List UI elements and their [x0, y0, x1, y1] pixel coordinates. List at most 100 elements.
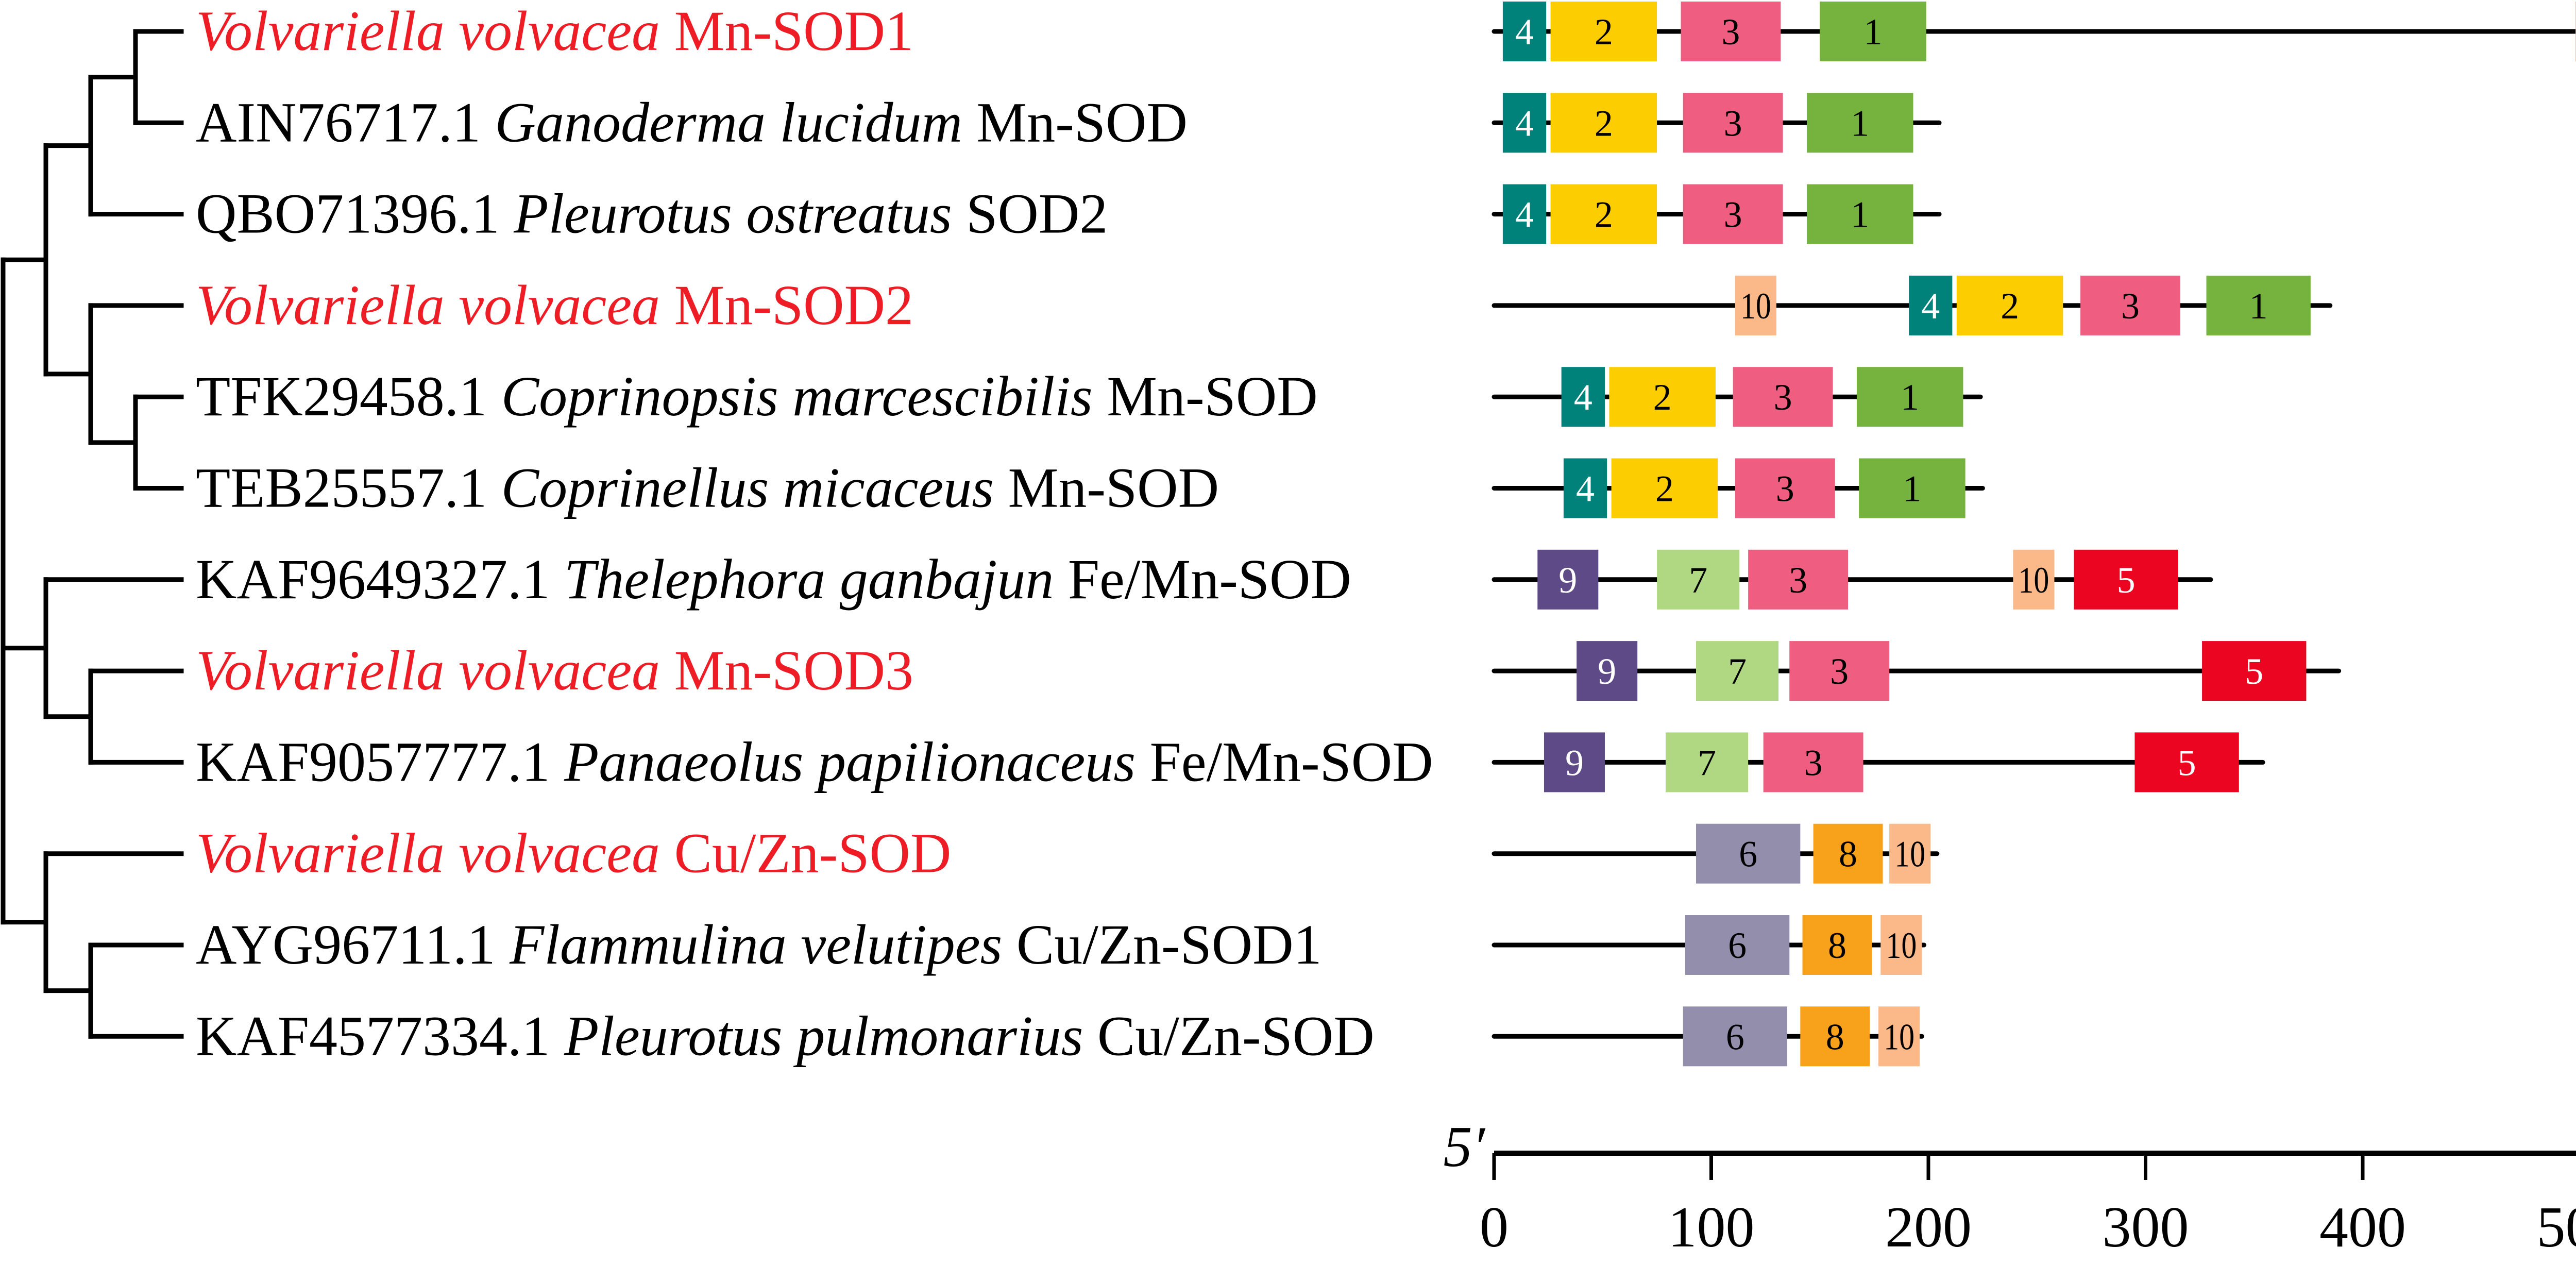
motif-box-2: [1609, 367, 1716, 427]
motif-box-label: 10: [1740, 285, 1771, 327]
motif-box-6: [1683, 1006, 1788, 1067]
motif-box-7: [1696, 641, 1779, 701]
motif-box-label: 3: [1724, 194, 1742, 235]
protein-name: Cu/Zn-SOD: [660, 822, 951, 885]
motif-box-5: [2202, 641, 2307, 701]
motif-box-3: [1681, 2, 1781, 61]
motif-box-5: [2134, 732, 2239, 792]
motif-box-label: 2: [1595, 103, 1613, 144]
motif-box-label: 1: [1903, 468, 1921, 510]
species-name: Volvariella volvacea: [196, 274, 660, 336]
motif-box-label: 1: [1851, 194, 1869, 235]
axis-tick-label: 200: [1885, 1195, 1972, 1259]
motif-box-2: [1956, 275, 2063, 335]
motif-box-10: [1878, 1006, 1920, 1067]
motif-box-label: 3: [1789, 560, 1807, 601]
sequence-labels: Volvariella volvacea Mn-SOD1 AIN76717.1 G…: [196, 0, 1433, 1067]
motif-box-3: [2080, 275, 2180, 335]
accession-id: TEB25557.1: [196, 457, 501, 519]
motif-box-3: [1789, 641, 1890, 701]
motif-box-2: [1550, 184, 1657, 244]
motif-box-label: 10: [1894, 834, 1925, 875]
accession-id: KAF9649327.1: [196, 548, 564, 611]
motif-box-7: [1665, 732, 1749, 792]
motif-box-4: [1563, 458, 1607, 518]
protein-name: Mn-SOD3: [660, 639, 913, 702]
axis-tick-label: 500: [2537, 1195, 2576, 1259]
motif-track: 6 8 10: [1492, 823, 1940, 884]
accession-id: KAF9057777.1: [196, 730, 564, 793]
motif-box-3: [1733, 367, 1833, 427]
motif-box-label: 2: [1595, 11, 1613, 53]
motif-box-8: [1813, 823, 1883, 884]
motif-box-4: [1502, 93, 1547, 153]
motif-box-1: [1806, 93, 1913, 153]
protein-name: Cu/Zn-SOD1: [1002, 913, 1321, 976]
species-name: Volvariella volvacea: [196, 639, 660, 702]
species-name: Volvariella volvacea: [196, 0, 660, 62]
motif-box-2: [1611, 458, 1718, 518]
motif-box-label: 7: [1689, 560, 1707, 601]
species-name: Ganoderma lucidum: [495, 91, 962, 154]
species-name: Coprinellus micaceus: [501, 457, 994, 519]
motif-box-label: 7: [1728, 651, 1747, 692]
motif-box-1: [1820, 2, 1926, 61]
motif-box-label: 5: [2117, 560, 2136, 601]
species-name: Volvariella volvacea: [196, 822, 660, 885]
motif-box-label: 4: [1576, 468, 1595, 510]
species-name: Coprinopsis marcescibilis: [501, 365, 1093, 428]
motif-box-label: 1: [1901, 377, 1919, 418]
motif-box-3: [1735, 458, 1835, 518]
motif-box-label: 5: [2178, 742, 2196, 783]
motif-track: 10 4 2 3 1: [1492, 275, 2333, 335]
motif-box-8: [1800, 1006, 1870, 1067]
motif-box-3: [1763, 732, 1863, 792]
motif-box-1: [1806, 184, 1913, 244]
motif-box-4: [1909, 275, 1953, 335]
motif-box-label: 6: [1739, 834, 1757, 875]
sequence-label: KAF9649327.1 Thelephora ganbajun Fe/Mn-S…: [196, 548, 1351, 611]
motif-box-label: 3: [1830, 651, 1849, 692]
motif-box-5: [2074, 549, 2178, 610]
motif-box-label: 1: [2249, 285, 2268, 327]
motif-box-2: [1550, 93, 1657, 153]
sequence-label: QBO71396.1 Pleurotus ostreatus SOD2: [196, 182, 1108, 245]
motif-box-label: 2: [2001, 285, 2019, 327]
protein-name: Cu/Zn-SOD: [1083, 1004, 1374, 1067]
motif-track: 9 7 3 5: [1492, 732, 2265, 792]
protein-name: Fe/Mn-SOD: [1136, 730, 1433, 793]
motif-box-label: 3: [1804, 742, 1823, 783]
motif-box-label: 4: [1921, 285, 1940, 327]
axis-start-label: 5′: [1444, 1115, 1486, 1179]
motif-box-label: 6: [1726, 1016, 1744, 1057]
motif-box-1: [1856, 367, 1963, 427]
motif-box-2: [1550, 2, 1657, 61]
phylogenetic-tree: [1, 29, 184, 1039]
species-name: Pleurotus pulmonarius: [564, 1004, 1083, 1067]
motif-box-8: [1802, 915, 1872, 975]
motif-box-label: 2: [1595, 194, 1613, 235]
protein-name: Fe/Mn-SOD: [1054, 548, 1351, 611]
motif-box-4: [1502, 184, 1547, 244]
species-name: Panaeolus papilionaceus: [564, 730, 1136, 793]
protein-name: Mn-SOD1: [660, 0, 913, 62]
motif-box-label: 10: [1884, 1016, 1914, 1057]
length-axis: 5′ 3′ 0100200300400500600: [1444, 1115, 2576, 1259]
motif-box-label: 9: [1565, 742, 1584, 783]
motif-box-1: [1859, 458, 1965, 518]
sequence-label: TEB25557.1 Coprinellus micaceus Mn-SOD: [196, 457, 1219, 519]
motif-box-9: [1537, 549, 1599, 610]
motif-track: 4 2 3 1: [1492, 184, 1942, 244]
motif-box-4: [1561, 367, 1605, 427]
species-name: Thelephora ganbajun: [564, 548, 1054, 611]
motif-box-4: [1502, 2, 1547, 61]
sequence-label: KAF9057777.1 Panaeolus papilionaceus Fe/…: [196, 730, 1433, 793]
motif-box-label: 4: [1515, 103, 1534, 144]
motif-box-6: [1685, 915, 1790, 975]
axis-tick-label: 100: [1668, 1195, 1755, 1259]
motif-track: 4 2 3 1: [1492, 458, 1985, 518]
motif-box-label: 3: [1721, 11, 1740, 53]
motif-box-9: [1544, 732, 1605, 792]
motif-tracks: 4 2 3 1 10 4 2 3 1 4 2 3 1 10 4 2 3 1 4 2 3 1 4 2 3 1 9 7 3 10 5 9 7 3 5 9 7…: [1492, 2, 2576, 1067]
accession-id: KAF4577334.1: [196, 1004, 564, 1067]
